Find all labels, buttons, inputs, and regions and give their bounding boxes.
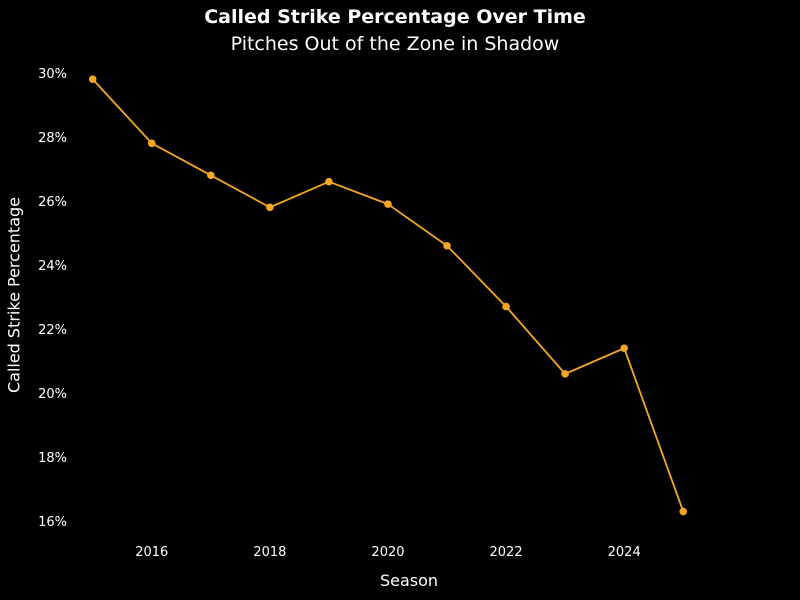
data-point xyxy=(679,507,688,516)
y-tick-labels: 16% 18% 20% 22% 24% 26% 28% 30% xyxy=(38,67,67,530)
data-point xyxy=(620,344,628,353)
x-tick-label: 2020 xyxy=(371,545,404,560)
y-tick-label: 18% xyxy=(38,451,67,466)
data-point xyxy=(207,171,215,180)
x-tick-label: 2022 xyxy=(490,545,523,560)
y-tick-label: 26% xyxy=(38,195,67,210)
y-tick-label: 30% xyxy=(38,67,67,82)
data-point xyxy=(88,75,97,84)
y-tick-label: 28% xyxy=(38,131,67,146)
data-point xyxy=(561,370,569,378)
y-tick-label: 20% xyxy=(38,387,67,402)
y-tick-label: 22% xyxy=(38,323,67,338)
y-tick-label: 24% xyxy=(38,259,67,274)
data-point xyxy=(266,203,274,212)
data-point xyxy=(147,139,156,148)
series-group xyxy=(88,75,688,516)
chart-subtitle: Pitches Out of the Zone in Shadow xyxy=(230,33,560,55)
x-axis-label: Season xyxy=(379,571,439,590)
chart-title: Called Strike Percentage Over Time xyxy=(204,6,586,28)
x-tick-label: 2024 xyxy=(608,545,641,560)
data-point xyxy=(502,302,510,311)
x-tick-label: 2018 xyxy=(253,545,286,560)
y-tick-label: 16% xyxy=(38,515,67,530)
x-tick-label: 2016 xyxy=(135,545,168,560)
data-point xyxy=(384,200,392,208)
x-tick-labels: 2016 2018 2020 2022 2024 xyxy=(135,545,641,560)
data-point xyxy=(443,241,451,250)
data-point xyxy=(325,177,333,186)
series-line xyxy=(92,78,685,512)
